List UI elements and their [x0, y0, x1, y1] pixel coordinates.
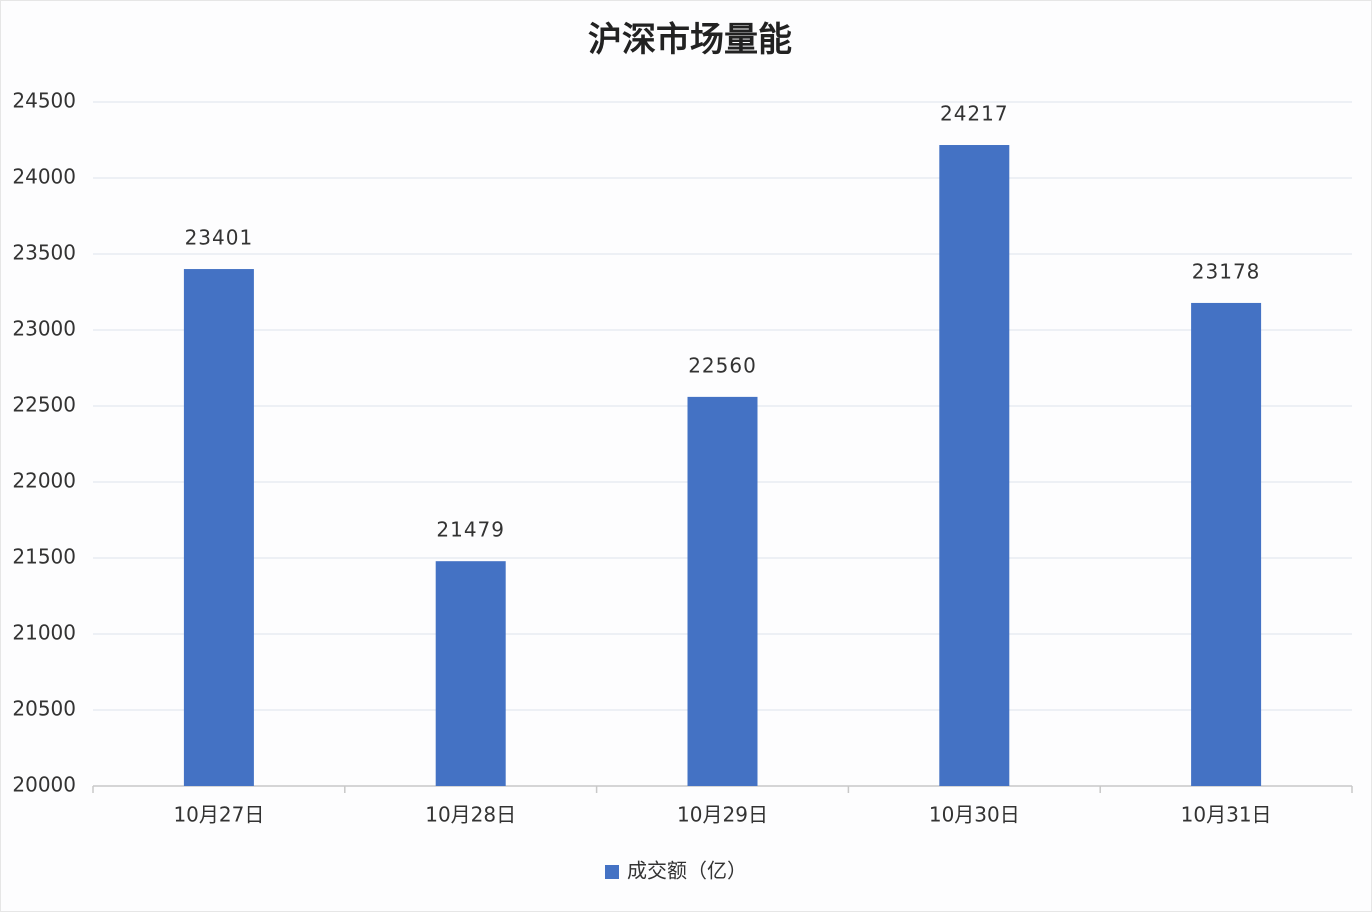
y-tick-label: 24000: [12, 165, 76, 189]
bar: [939, 145, 1010, 787]
x-tick-label: 10月30日: [929, 803, 1020, 827]
x-tick-label: 10月31日: [1181, 803, 1272, 827]
y-tick-label: 20500: [12, 697, 76, 721]
y-tick-label: 20000: [12, 773, 76, 797]
x-tick-label: 10月28日: [425, 803, 516, 827]
x-tick-label: 10月29日: [677, 803, 768, 827]
data-label: 21479: [436, 518, 505, 542]
data-label: 23401: [185, 226, 254, 250]
y-tick-label: 23000: [12, 317, 76, 341]
y-tick-label: 22500: [12, 393, 76, 417]
y-tick-label: 24500: [12, 89, 76, 113]
bar: [1191, 302, 1262, 786]
x-tick-label: 10月27日: [173, 803, 264, 827]
bar: [687, 396, 758, 786]
y-tick-label: 23500: [12, 241, 76, 265]
bar: [435, 561, 506, 786]
y-tick-label: 21500: [12, 545, 76, 569]
data-label: 23178: [1192, 259, 1261, 283]
legend-label: 成交额（亿）: [627, 859, 747, 883]
data-label: 24217: [940, 102, 1009, 126]
chart-title: 沪深市场量能: [588, 20, 792, 60]
bar: [183, 269, 254, 787]
y-tick-label: 22000: [12, 469, 76, 493]
y-tick-label: 21000: [12, 621, 76, 645]
legend-swatch: [605, 865, 619, 879]
data-label: 22560: [688, 353, 757, 377]
